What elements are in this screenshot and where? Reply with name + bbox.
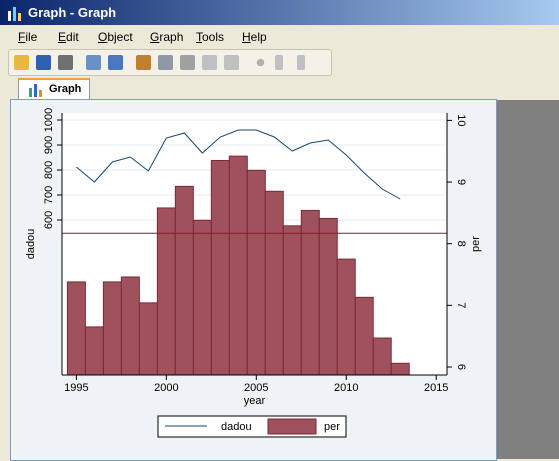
record-button[interactable] xyxy=(256,58,265,67)
paste-button[interactable] xyxy=(108,55,123,70)
y2-tick-label: 6 xyxy=(455,364,467,370)
title-bar: Graph - Graph xyxy=(0,0,559,25)
bar xyxy=(354,296,374,376)
menu-item[interactable]: File xyxy=(18,30,38,44)
x-tick-label: 1995 xyxy=(64,382,88,394)
legend-label: dadou xyxy=(221,421,252,433)
bar xyxy=(228,155,248,376)
bar xyxy=(174,185,194,376)
save-button[interactable] xyxy=(36,55,51,70)
pointer-button[interactable] xyxy=(180,55,195,70)
play-button[interactable] xyxy=(297,55,305,70)
line xyxy=(76,129,401,200)
undo-button[interactable] xyxy=(202,55,217,70)
x-tick-label: 2010 xyxy=(334,382,358,394)
bar xyxy=(318,217,338,376)
menu-item[interactable]: Tools xyxy=(196,30,225,44)
recorder-button[interactable] xyxy=(158,55,173,70)
graph-tab[interactable]: Graph xyxy=(18,78,90,99)
bar xyxy=(138,302,158,376)
y2-tick-label: 9 xyxy=(455,179,467,185)
y-tick-label: 1000 xyxy=(43,108,55,132)
bar xyxy=(192,219,212,376)
bar xyxy=(84,326,104,376)
y2-axis-label: per xyxy=(470,236,482,252)
bar xyxy=(282,225,302,376)
print-button[interactable] xyxy=(58,55,73,70)
y2-tick-label: 7 xyxy=(455,302,467,308)
y2-tick-label: 8 xyxy=(455,241,467,247)
y-tick-label: 600 xyxy=(43,211,55,229)
menu-item[interactable]: Object xyxy=(98,30,133,44)
menu-item[interactable]: Graph xyxy=(150,30,184,44)
bar xyxy=(120,276,140,376)
pause-button[interactable] xyxy=(275,55,283,70)
menu-bar: File Edit Object Graph Tools Help xyxy=(0,27,559,47)
bar xyxy=(246,169,266,376)
tab-label: Graph xyxy=(49,83,82,95)
bar xyxy=(372,337,392,376)
open-button[interactable] xyxy=(14,55,29,70)
empty-area xyxy=(497,100,559,459)
copy-button[interactable] xyxy=(86,55,101,70)
toolbar xyxy=(8,49,332,76)
bar xyxy=(264,190,284,376)
x-tick-label: 2015 xyxy=(424,382,448,394)
bar xyxy=(102,281,122,376)
bar xyxy=(390,362,410,376)
x-tick-label: 2005 xyxy=(244,382,268,394)
tab-icon xyxy=(29,84,42,97)
bar xyxy=(336,258,356,376)
bar xyxy=(300,209,320,376)
y-tick-label: 800 xyxy=(43,161,55,179)
redo-button[interactable] xyxy=(224,55,239,70)
bar xyxy=(210,159,230,376)
bar xyxy=(66,281,86,376)
menu-item[interactable]: Help xyxy=(242,30,267,44)
menu-item[interactable]: Edit xyxy=(58,30,79,44)
legend-swatch xyxy=(267,418,317,435)
legend-label: per xyxy=(324,421,340,433)
y-tick-label: 700 xyxy=(43,186,55,204)
y2-tick-label: 10 xyxy=(455,114,467,126)
app-icon xyxy=(8,7,21,21)
x-axis-label: year xyxy=(244,395,266,407)
window-title: Graph - Graph xyxy=(28,5,117,20)
graph-editor-button[interactable] xyxy=(136,55,151,70)
y-axis-label: dadou xyxy=(25,229,37,260)
x-tick-label: 2000 xyxy=(154,382,178,394)
y-tick-label: 900 xyxy=(43,136,55,154)
